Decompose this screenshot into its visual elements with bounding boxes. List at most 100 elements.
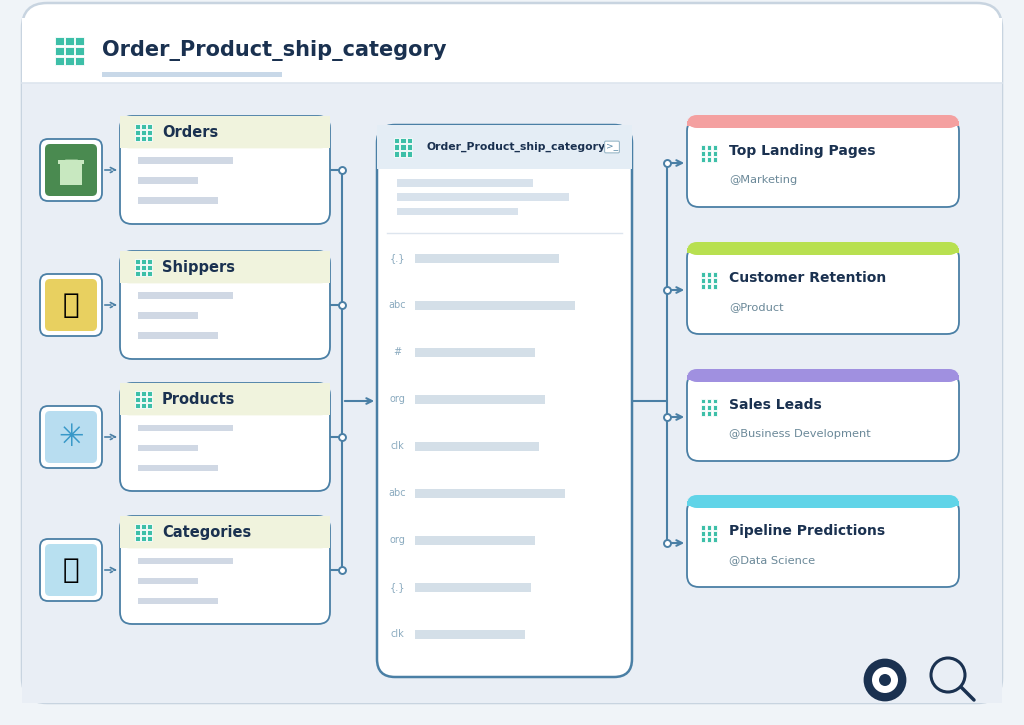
Bar xyxy=(138,312,198,319)
Bar xyxy=(407,144,413,150)
Bar xyxy=(135,130,140,135)
Bar xyxy=(138,597,218,604)
FancyBboxPatch shape xyxy=(22,83,1002,703)
Bar xyxy=(707,151,712,155)
Text: abc: abc xyxy=(388,300,406,310)
Bar xyxy=(713,399,718,404)
Text: org: org xyxy=(389,535,404,544)
Bar xyxy=(147,403,153,407)
Text: abc: abc xyxy=(388,488,406,498)
Bar xyxy=(415,302,575,310)
Bar xyxy=(135,270,140,276)
Bar xyxy=(700,144,706,149)
Bar xyxy=(135,530,140,535)
Bar xyxy=(58,160,84,164)
Bar xyxy=(397,180,534,187)
Bar xyxy=(687,500,959,506)
Bar xyxy=(135,397,140,402)
Bar xyxy=(141,397,146,402)
Bar xyxy=(700,399,706,404)
Bar xyxy=(707,410,712,415)
Text: clk: clk xyxy=(390,441,403,451)
Bar xyxy=(55,57,63,65)
Bar xyxy=(700,536,706,542)
Text: Orders: Orders xyxy=(162,125,218,140)
Bar xyxy=(147,536,153,541)
Bar xyxy=(147,130,153,135)
Bar xyxy=(415,395,545,404)
Bar xyxy=(141,124,146,129)
Bar xyxy=(713,283,718,289)
Bar xyxy=(147,530,153,535)
Bar xyxy=(707,536,712,542)
Bar xyxy=(135,536,140,541)
Text: {.}: {.} xyxy=(389,253,404,262)
FancyBboxPatch shape xyxy=(687,119,959,207)
Circle shape xyxy=(879,674,891,686)
Bar xyxy=(415,489,565,498)
FancyBboxPatch shape xyxy=(120,251,330,359)
Bar xyxy=(55,37,63,45)
Bar xyxy=(66,57,74,65)
Bar xyxy=(713,525,718,529)
Bar xyxy=(138,197,218,204)
Bar xyxy=(415,536,535,544)
Bar xyxy=(713,144,718,149)
Text: org: org xyxy=(389,394,404,404)
Bar xyxy=(713,151,718,155)
Bar xyxy=(120,516,330,548)
Bar xyxy=(135,391,140,396)
Bar xyxy=(138,292,233,299)
Text: #: # xyxy=(393,347,401,357)
Bar xyxy=(147,136,153,141)
FancyBboxPatch shape xyxy=(687,242,959,255)
Bar xyxy=(700,278,706,283)
Bar xyxy=(141,403,146,407)
Text: clk: clk xyxy=(390,629,403,639)
Bar xyxy=(377,125,632,169)
Bar xyxy=(700,283,706,289)
Bar xyxy=(147,270,153,276)
Bar xyxy=(141,270,146,276)
Bar xyxy=(141,536,146,541)
Bar xyxy=(393,138,399,143)
FancyBboxPatch shape xyxy=(377,125,632,169)
Bar xyxy=(135,136,140,141)
FancyBboxPatch shape xyxy=(40,139,102,201)
Bar xyxy=(147,523,153,529)
Text: Order_Product_ship_category: Order_Product_ship_category xyxy=(427,142,606,152)
Text: >_: >_ xyxy=(606,143,618,152)
FancyBboxPatch shape xyxy=(120,383,330,491)
Bar xyxy=(707,531,712,536)
Bar xyxy=(120,383,330,415)
Bar xyxy=(141,136,146,141)
FancyBboxPatch shape xyxy=(22,3,1002,703)
Bar xyxy=(60,163,82,184)
FancyBboxPatch shape xyxy=(687,246,959,334)
FancyBboxPatch shape xyxy=(687,373,959,461)
Bar xyxy=(141,265,146,270)
Text: {.}: {.} xyxy=(389,581,404,592)
Bar xyxy=(141,259,146,264)
Bar xyxy=(138,465,218,471)
Text: Products: Products xyxy=(162,392,236,407)
Text: ✳: ✳ xyxy=(58,423,84,452)
Bar xyxy=(713,536,718,542)
Bar xyxy=(713,157,718,162)
Bar xyxy=(400,144,406,150)
Bar xyxy=(700,151,706,155)
Bar xyxy=(700,405,706,410)
FancyBboxPatch shape xyxy=(120,116,330,149)
Bar xyxy=(407,138,413,143)
Bar xyxy=(135,265,140,270)
Bar xyxy=(147,397,153,402)
Bar xyxy=(102,72,282,77)
Text: Shippers: Shippers xyxy=(162,260,234,275)
Bar xyxy=(147,265,153,270)
Text: 🐘: 🐘 xyxy=(62,291,79,319)
Bar xyxy=(147,391,153,396)
Bar xyxy=(393,151,399,157)
Text: 🐝: 🐝 xyxy=(62,556,79,584)
Bar xyxy=(138,425,233,431)
Bar xyxy=(707,272,712,276)
